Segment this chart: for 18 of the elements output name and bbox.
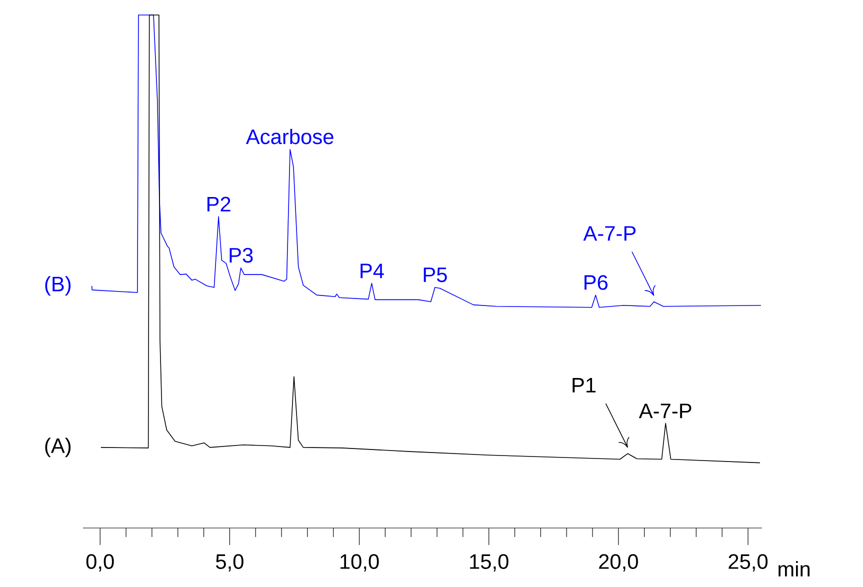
annotation: A-7-P <box>583 226 636 241</box>
annotation: A-7-P <box>638 404 692 418</box>
annotation: P2 <box>207 196 230 212</box>
x-axis-title: min <box>778 561 810 576</box>
annotation: P4 <box>360 264 384 278</box>
x-tick-label: 5,0 <box>216 554 244 572</box>
annotation: Acarbose <box>246 128 334 144</box>
x-tick-label: 0,0 <box>86 554 114 572</box>
x-tick-label: 10,0 <box>340 554 379 572</box>
annotation: P1 <box>572 378 596 392</box>
x-tick-label: 15,0 <box>470 554 508 572</box>
annotation: P6 <box>584 275 608 290</box>
series-label: (A) <box>45 438 71 458</box>
x-tick-label: 25,0 <box>728 554 768 572</box>
annotation: P5 <box>424 268 447 282</box>
x-tick-label: 20,0 <box>599 554 638 572</box>
series-label: (B) <box>45 276 71 296</box>
annotation: P3 <box>230 248 253 263</box>
